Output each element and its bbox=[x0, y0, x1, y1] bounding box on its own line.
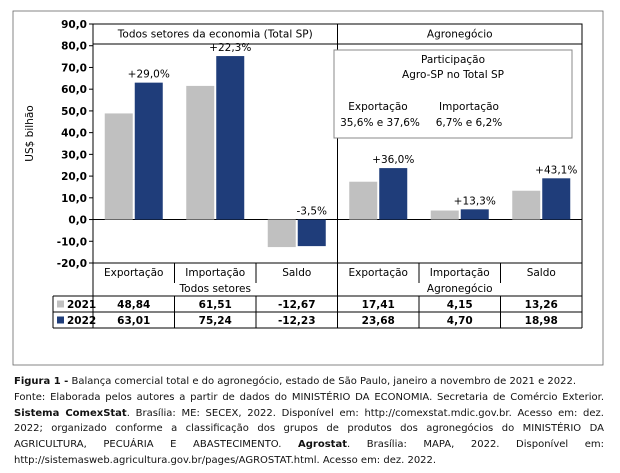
y-tick-label: 20,0 bbox=[61, 171, 87, 183]
caption-source-part1: Fonte: Elaborada pelos autores a partir … bbox=[14, 391, 604, 403]
y-tick-label: -20,0 bbox=[57, 258, 87, 270]
legend-label: 2022 bbox=[67, 315, 96, 327]
legend-swatch-2021 bbox=[57, 300, 64, 308]
category-label: Saldo bbox=[282, 267, 311, 279]
caption-figure-label: Figura 1 - bbox=[14, 376, 69, 387]
legend-label: 2021 bbox=[67, 299, 96, 311]
table-value: 13,26 bbox=[525, 299, 558, 311]
bar-2022 bbox=[379, 168, 408, 220]
bar-2021 bbox=[104, 113, 133, 220]
panel-title-right: Agronegócio bbox=[427, 29, 493, 41]
table-value: 63,01 bbox=[117, 315, 150, 327]
y-axis-label: US$ bilhão bbox=[24, 105, 36, 161]
inset-title-line2: Agro-SP no Total SP bbox=[402, 69, 504, 81]
legend-swatch-2022 bbox=[57, 316, 64, 324]
y-tick-label: 60,0 bbox=[61, 84, 87, 96]
bar-2022 bbox=[460, 209, 489, 220]
table-value: -12,67 bbox=[278, 299, 316, 311]
table-value: 61,51 bbox=[199, 299, 232, 311]
inset-col2-label: Importação bbox=[439, 101, 499, 113]
change-annotation: +36,0% bbox=[372, 154, 414, 166]
inset-col1-value: 35,6% e 37,6% bbox=[340, 117, 420, 129]
category-label: Importação bbox=[430, 267, 490, 279]
bar-2022 bbox=[297, 219, 326, 247]
bar-2021 bbox=[349, 181, 378, 220]
y-tick-label: -10,0 bbox=[57, 236, 87, 248]
figure-caption: Figura 1 - Balança comercial total e do … bbox=[14, 374, 604, 469]
y-tick-label: 0,0 bbox=[68, 215, 87, 227]
change-annotation: +13,3% bbox=[454, 195, 496, 207]
bar-2021 bbox=[267, 219, 296, 248]
y-tick-label: 40,0 bbox=[61, 128, 87, 140]
bar-2022 bbox=[134, 82, 163, 220]
y-tick-label: 30,0 bbox=[61, 149, 87, 161]
group-label: Todos setores bbox=[179, 283, 251, 295]
caption-source-bold2: Agrostat bbox=[298, 439, 347, 451]
trade-balance-chart: Todos setores da economia (Total SP) Agro… bbox=[12, 10, 604, 366]
figure-frame bbox=[12, 10, 604, 366]
bar-2021 bbox=[512, 190, 541, 220]
table-value: 23,68 bbox=[362, 315, 395, 327]
bar-2021 bbox=[430, 210, 459, 220]
inset-box bbox=[333, 49, 573, 139]
change-annotation: +29,0% bbox=[128, 69, 170, 81]
inset-col1-label: Exportação bbox=[348, 101, 407, 113]
table-value: -12,23 bbox=[278, 315, 316, 327]
change-annotation: +22,3% bbox=[209, 42, 251, 54]
caption-source-bold1: Sistema ComexStat bbox=[14, 407, 127, 419]
group-label: Agronegócio bbox=[427, 283, 493, 295]
y-tick-label: 90,0 bbox=[61, 19, 87, 31]
category-label: Exportação bbox=[104, 267, 163, 279]
bar-2022 bbox=[216, 56, 245, 220]
table-value: 18,98 bbox=[525, 315, 558, 327]
y-tick-label: 10,0 bbox=[61, 193, 87, 205]
category-label: Saldo bbox=[527, 267, 556, 279]
caption-source-part3: . Brasília: MAPA, 2022. Disponível em: h… bbox=[14, 439, 604, 466]
y-tick-label: 80,0 bbox=[61, 41, 87, 53]
table-value: 4,70 bbox=[447, 315, 473, 327]
y-tick-label: 50,0 bbox=[61, 106, 87, 118]
table-value: 75,24 bbox=[199, 315, 232, 327]
table-value: 4,15 bbox=[447, 299, 473, 311]
inset-col2-value: 6,7% e 6,2% bbox=[436, 117, 503, 129]
panel-title-left: Todos setores da economia (Total SP) bbox=[117, 29, 313, 41]
bar-2021 bbox=[186, 85, 215, 220]
bar-2022 bbox=[542, 178, 571, 220]
category-label: Importação bbox=[185, 267, 245, 279]
caption-source-part2: . Brasília: ME: SECEX, 2022. Disponível … bbox=[14, 407, 604, 451]
change-annotation: -3,5% bbox=[297, 206, 327, 218]
table-value: 17,41 bbox=[362, 299, 395, 311]
inset-title-line1: Participação bbox=[421, 54, 485, 66]
table-value: 48,84 bbox=[117, 299, 150, 311]
category-label: Exportação bbox=[349, 267, 408, 279]
caption-title: Balança comercial total e do agronegócio… bbox=[68, 376, 577, 387]
change-annotation: +43,1% bbox=[535, 164, 577, 176]
y-tick-label: 70,0 bbox=[61, 62, 87, 74]
